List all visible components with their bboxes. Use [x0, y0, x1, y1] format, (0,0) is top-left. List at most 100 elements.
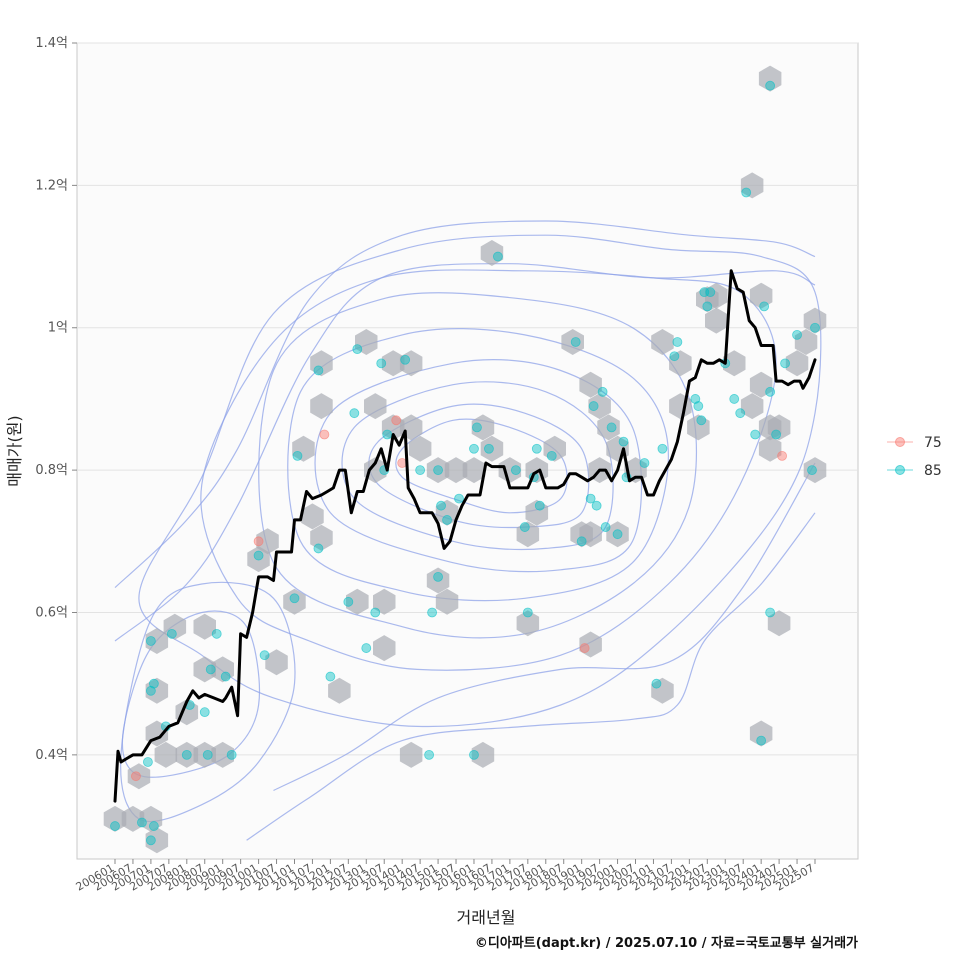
point-series-85 — [690, 394, 701, 404]
point-series-85 — [702, 301, 713, 312]
hex-bin — [749, 371, 773, 398]
hex-bin — [471, 414, 495, 441]
point-series-85 — [424, 749, 435, 760]
point-series-75 — [253, 536, 264, 547]
hex-bin — [426, 567, 450, 594]
hex-bin — [346, 588, 369, 615]
point-series-85 — [143, 757, 153, 767]
hex-bin — [471, 741, 495, 768]
hex-bin — [163, 613, 187, 640]
hex-bin — [462, 457, 486, 484]
hex-bin — [651, 677, 674, 704]
hex-bin — [310, 393, 333, 420]
hex-bin — [145, 677, 169, 704]
point-series-85 — [780, 358, 790, 369]
y-tick-label: 1.2억 — [35, 178, 68, 193]
hex-bin — [669, 350, 692, 377]
hex-bin — [794, 329, 818, 355]
hex-bin — [328, 677, 351, 704]
point-series-85 — [166, 628, 177, 639]
hex-bin — [597, 414, 620, 441]
hex-bin — [767, 610, 791, 637]
hex-bin — [292, 435, 315, 462]
y-tick-label: 0.8억 — [35, 463, 68, 478]
hex-bin — [516, 610, 540, 637]
point-series-85 — [672, 337, 683, 347]
point-series-85 — [576, 536, 587, 547]
x-axis: 2006012006072007012007072008012008072009… — [74, 859, 817, 894]
hex-bin — [687, 414, 710, 441]
hex-bin — [399, 350, 423, 377]
density-contour — [341, 381, 614, 551]
data-points — [110, 80, 820, 846]
hex-bin — [310, 524, 333, 551]
hex-bin — [193, 656, 216, 683]
point-series-85 — [472, 422, 482, 433]
y-axis: 0.4억 0.6억 0.8억 1억 1.2억 1.4억 — [35, 36, 77, 763]
legend-key-point — [895, 465, 905, 475]
trend-line — [113, 269, 817, 803]
hex-bin — [498, 457, 522, 484]
hex-bin — [516, 521, 540, 548]
hex-bin — [211, 656, 234, 683]
point-series-85 — [343, 596, 354, 607]
point-series-85 — [639, 458, 650, 468]
point-series-85 — [349, 408, 360, 419]
hex-bin — [193, 741, 216, 768]
point-series-85 — [765, 80, 776, 91]
hex-bin — [301, 503, 324, 530]
point-series-75 — [391, 415, 402, 426]
hex-bin — [758, 435, 782, 462]
hex-bin — [480, 435, 504, 462]
point-series-85 — [729, 394, 740, 404]
legend-key-point — [895, 437, 905, 447]
hex-bin — [373, 635, 396, 662]
point-series-85 — [427, 607, 437, 618]
point-series-85 — [148, 821, 159, 831]
hex-bin — [803, 307, 827, 334]
hex-bin — [193, 613, 216, 640]
hex-bin — [435, 499, 459, 526]
hex-bin — [480, 240, 504, 266]
hex-bin — [310, 350, 333, 377]
point-series-85 — [220, 671, 231, 682]
point-series-85 — [433, 571, 443, 582]
density-contour — [114, 263, 816, 642]
density-contour — [258, 292, 697, 639]
legend-label-75: 75 — [924, 435, 942, 451]
point-series-85 — [226, 749, 237, 760]
density-contour — [314, 359, 643, 573]
point-series-85 — [585, 493, 596, 504]
density-contour — [395, 418, 568, 514]
hex-bins — [103, 65, 827, 854]
point-series-85 — [110, 821, 120, 831]
plot-area-background — [76, 42, 859, 860]
point-series-85 — [591, 500, 602, 511]
hex-bin — [364, 457, 387, 484]
hex-bin — [606, 521, 629, 548]
hex-bin — [705, 282, 728, 309]
point-series-85 — [657, 443, 668, 454]
point-series-85 — [145, 835, 156, 846]
point-series-85 — [352, 344, 363, 355]
point-series-85 — [313, 543, 324, 554]
hex-bin — [803, 457, 827, 484]
hex-bin — [211, 741, 234, 768]
point-series-85 — [519, 522, 530, 532]
y-tick-label: 1.4억 — [35, 36, 68, 51]
point-series-85 — [361, 643, 372, 653]
point-series-85 — [741, 187, 752, 198]
point-series-85 — [370, 607, 381, 618]
hex-bin — [561, 329, 584, 355]
point-series-85 — [292, 450, 303, 461]
point-series-85 — [597, 386, 608, 397]
point-series-75 — [777, 450, 787, 461]
point-series-85 — [289, 593, 300, 604]
density-contour — [368, 403, 590, 529]
point-series-85 — [436, 500, 446, 511]
hex-bin — [723, 350, 746, 377]
point-series-85 — [137, 817, 147, 828]
point-series-85 — [618, 436, 629, 447]
point-series-75 — [131, 771, 141, 782]
